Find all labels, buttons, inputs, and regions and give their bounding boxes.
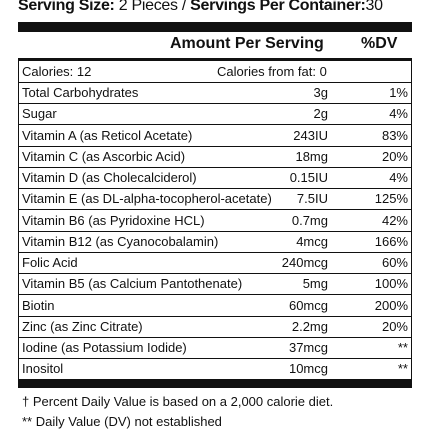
amount: 240mcg <box>281 255 328 270</box>
nutrient-row: Sugar 2g 4% <box>18 103 412 126</box>
nutrient-row: Vitamin B6 (as Pyridoxine HCL) 0.7mg 42% <box>18 210 412 232</box>
column-header: %DV <box>361 35 398 52</box>
nutrient-row: Vitamin B5 (as Calcium Pantothenate) 5mg 1… <box>18 273 412 296</box>
nutrient-row: Zinc (as Zinc Citrate) 2.2mg 20% <box>18 316 412 338</box>
daily-value: 166% <box>374 233 408 249</box>
calories: Calories: 12 <box>22 64 92 79</box>
amount: 10mcg <box>288 361 328 377</box>
nutrient-name: Zinc (as Zinc Citrate) <box>22 318 143 334</box>
amount: 5mg <box>302 276 328 292</box>
nutrient-row: Vitamin C (as Ascorbic Acid) 18mg 20% <box>18 146 412 168</box>
daily-value: 1% <box>389 85 408 100</box>
daily-value: ** <box>397 340 408 355</box>
value: 2 Pieces <box>118 0 178 14</box>
nutrient-name: Vitamin C (as Ascorbic Acid) <box>22 148 186 164</box>
amount: 7.5IU <box>296 191 328 207</box>
nutrient-row: Inositol 10mcg ** <box>18 358 412 381</box>
daily-value: 4% <box>389 170 408 185</box>
daily-value: 60% <box>381 255 408 270</box>
nutrient-name: Vitamin B12 (as Cyanocobalamin) <box>22 233 219 249</box>
nutrient-name: Inositol <box>22 361 64 377</box>
thick-rule <box>18 380 412 388</box>
label: Servings Per Container: <box>190 0 366 14</box>
nutrient-name: Vitamin A (as Reticol Acetate) <box>22 127 193 143</box>
daily-value: 4% <box>389 106 408 122</box>
amount: 243IU <box>293 127 328 143</box>
nutrient-row: Vitamin B12 (as Cyanocobalamin) 4mcg 166% <box>18 231 412 253</box>
nutrient-name: Vitamin E (as DL-alpha-tocopherol-acetat… <box>22 191 272 207</box>
border <box>411 58 412 380</box>
label: Serving Size: <box>18 0 115 14</box>
nutrient-row: Vitamin A (as Reticol Acetate) 243IU 83% <box>18 125 412 147</box>
nutrient-name: Folic Acid <box>22 255 78 270</box>
thick-rule <box>18 22 412 32</box>
rule <box>18 58 412 61</box>
footnote: † Percent Daily Value is based on a 2,00… <box>22 394 334 409</box>
value: 30 <box>365 0 384 14</box>
border <box>18 58 19 380</box>
daily-value: 125% <box>374 191 408 207</box>
amount: 0.7mg <box>291 212 328 228</box>
nutrient-name: Vitamin B5 (as Calcium Pantothenate) <box>22 276 243 292</box>
nutrient-name: Vitamin D (as Cholecalciderol) <box>22 170 197 185</box>
daily-value: 20% <box>381 148 408 164</box>
nutrient-name: Vitamin B6 (as Pyridoxine HCL) <box>22 212 205 228</box>
nutrient-row: Iodine (as Potassium Iodide) 37mcg ** <box>18 337 412 359</box>
daily-value: 100% <box>374 276 408 292</box>
daily-value: 42% <box>381 212 408 228</box>
calories-from-fat: Calories from fat: 0 <box>217 64 327 79</box>
nutrient-name: Sugar <box>22 106 57 122</box>
column-header: Amount Per Serving <box>170 35 324 52</box>
nutrient-name: Biotin <box>22 297 55 313</box>
calories-row: Calories: 12 Calories from fat: 0 <box>18 61 412 83</box>
amount: 60mcg <box>288 297 328 313</box>
nutrient-row: Total Carbohydrates 3g 1% <box>18 82 412 104</box>
nutrient-row: Biotin 60mcg 200% <box>18 295 412 317</box>
amount: 4mcg <box>296 233 328 249</box>
amount: 18mg <box>295 148 328 164</box>
amount: 0.15IU <box>289 170 328 185</box>
amount: 37mcg <box>288 340 328 355</box>
daily-value: 83% <box>381 127 408 143</box>
daily-value: 20% <box>381 318 408 334</box>
nutrient-row: Vitamin D (as Cholecalciderol) 0.15IU 4% <box>18 167 412 189</box>
nutrient-name: Total Carbohydrates <box>22 85 139 100</box>
amount: 3g <box>313 85 328 100</box>
amount: 2g <box>313 106 328 122</box>
daily-value: ** <box>397 361 408 377</box>
separator: / <box>181 0 187 14</box>
serving-info: Serving Size: 2 Pieces / Servings Per Co… <box>18 0 383 15</box>
nutrient-row: Vitamin E (as DL-alpha-tocopherol-acetat… <box>18 188 412 211</box>
amount: 2.2mg <box>291 318 328 334</box>
nutrient-row: Folic Acid 240mcg 60% <box>18 252 412 274</box>
nutrient-name: Iodine (as Potassium Iodide) <box>22 340 187 355</box>
daily-value: 200% <box>374 297 408 313</box>
footnote: ** Daily Value (DV) not established <box>22 414 222 429</box>
